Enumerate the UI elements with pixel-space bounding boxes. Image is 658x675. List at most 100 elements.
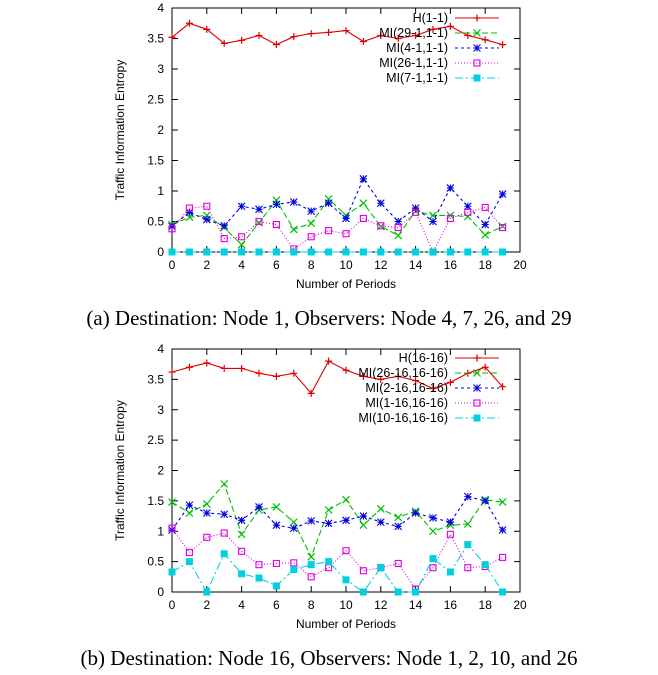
data-point [290,369,298,377]
data-point [394,513,403,522]
data-point [412,377,420,385]
data-point [255,561,263,569]
data-point [185,19,193,27]
data-point [168,524,176,532]
chart-panel-a: 0 0.5 1 1.5 2 2.5 3 3.5 4 0 2 4 6 8 10 12 14 16 18 20 Number… [86,1,571,330]
legend-marker [473,14,481,22]
x-tick-label: 8 [308,258,315,272]
x-tick-label: 14 [409,258,423,272]
legend-label: MI(29-1,1-1) [379,26,448,40]
data-point [272,503,281,511]
data-point [238,570,246,578]
data-point [307,573,315,581]
legend-label: MI(4-1,1-1) [386,41,448,55]
x-tick-label: 6 [273,258,280,272]
data-point [429,217,437,226]
data-point [342,27,350,35]
y-tick-label: 0 [157,585,164,599]
data-point [446,378,454,386]
data-point [237,202,246,211]
data-point [325,558,333,566]
figure-caption: (a) Destination: Node 1, Observers: Node… [86,306,571,330]
data-point [342,516,350,525]
data-point [289,518,298,527]
x-tick-label: 0 [169,258,176,272]
data-point [359,174,368,183]
x-tick-label: 2 [203,258,210,272]
data-point [377,564,385,572]
data-point [412,588,420,596]
data-point [272,41,280,49]
y-tick-label: 2 [157,464,164,478]
data-point [463,202,472,211]
data-point [359,214,367,222]
data-point [342,248,350,256]
data-point [168,225,176,233]
x-tick-label: 16 [444,598,458,612]
data-point [272,248,280,256]
data-point [481,230,490,239]
data-point [481,363,489,371]
data-point [429,25,437,33]
data-point [272,582,280,590]
series-2 [168,492,507,534]
data-point [325,564,333,572]
data-point [394,224,402,232]
data-point [203,359,211,367]
data-point [464,541,472,549]
x-tick-label: 6 [273,598,280,612]
y-tick-label: 3.5 [147,32,164,46]
legend-marker [473,414,481,422]
series-line [171,482,503,559]
data-point [203,588,211,596]
data-point [307,389,315,397]
data-point [220,510,229,519]
data-point [325,28,333,36]
data-point [446,184,455,192]
data-point [463,520,472,528]
data-point [237,240,246,249]
legend-marker [473,384,481,392]
legend-label: MI(1-16,16-16) [365,396,448,410]
x-axis-label: Number of Periods [296,277,396,291]
data-point [237,516,246,525]
data-point [325,248,333,256]
data-point [168,568,176,576]
data-point [325,357,333,365]
data-point [499,588,507,596]
y-tick-label: 2.5 [147,433,164,447]
data-point [185,363,193,371]
data-point [168,498,176,507]
data-point [202,499,211,508]
data-point [429,564,437,572]
data-point [481,496,490,505]
data-point [498,222,507,231]
data-point [394,248,402,256]
legend-label: MI(7-1,1-1) [386,71,448,85]
data-point [394,231,403,240]
legend-label: MI(26-16,16-16) [358,366,448,380]
data-point [499,41,507,49]
x-tick-label: 4 [238,598,245,612]
data-point [464,564,472,572]
data-point [168,222,176,231]
data-point [359,199,368,208]
series-0 [168,357,507,397]
y-axis-label: Traffic Information Entropy [113,400,127,541]
x-tick-label: 20 [513,258,527,272]
legend-marker [473,44,481,52]
x-tick-label: 14 [409,598,423,612]
data-point [394,588,402,596]
data-point [446,214,454,222]
data-point [394,559,402,567]
data-point [342,366,350,374]
data-point [377,222,385,230]
data-point [290,566,298,574]
data-point [342,576,350,584]
data-point [429,555,437,563]
data-point [307,552,316,561]
y-tick-label: 0.5 [147,215,164,229]
data-point [168,368,176,376]
legend-label: MI(10-16,16-16) [358,411,448,425]
